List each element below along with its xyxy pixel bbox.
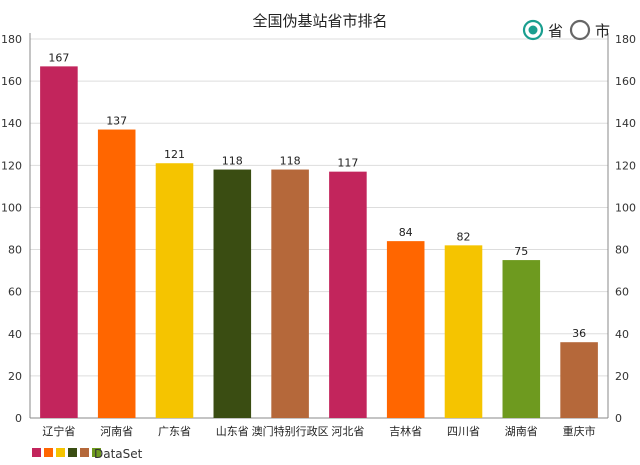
bar-value-label: 118 xyxy=(280,155,301,168)
province-radio-icon xyxy=(522,19,544,41)
y-axis-left: 0 20 40 60 80 100 120 140 160 180 xyxy=(1,33,31,425)
x-tick-label: 辽宁省 xyxy=(42,424,75,438)
y-tick-label-right: 80 xyxy=(615,244,629,257)
y-tick-label-left: 0 xyxy=(15,412,22,425)
bar-value-label: 117 xyxy=(337,157,358,170)
y-tick-label-right: 100 xyxy=(615,201,636,214)
x-tick-label: 湖南省 xyxy=(505,425,538,438)
x-tick-label: 澳门特别行政区 xyxy=(252,424,329,438)
y-tick-label-left: 180 xyxy=(1,33,22,46)
y-tick-label-left: 80 xyxy=(8,244,22,257)
bar-value-label: 82 xyxy=(457,230,471,243)
y-tick-label-right: 160 xyxy=(615,75,636,88)
legend-swatch xyxy=(92,448,101,457)
province-radio[interactable]: 省 xyxy=(522,19,563,41)
bar-value-label: 121 xyxy=(164,148,185,161)
y-tick-label-left: 60 xyxy=(8,286,22,299)
bar xyxy=(329,171,367,418)
y-tick-label-right: 40 xyxy=(615,328,629,341)
x-tick-label: 吉林省 xyxy=(389,424,422,438)
y-tick-label-right: 20 xyxy=(615,370,629,383)
x-axis-labels: 辽宁省 河南省 广东省 山东省 澳门特别行政区 河北省 吉林省 四川省 湖南省 重庆市 xyxy=(42,424,595,438)
y-tick-label-right: 180 xyxy=(615,33,636,46)
y-axis-right: 0 20 40 60 80 100 120 140 160 180 xyxy=(607,33,636,425)
legend-swatch xyxy=(44,448,53,457)
legend-swatches xyxy=(32,448,101,457)
bar xyxy=(444,245,483,418)
bar xyxy=(213,169,252,418)
x-tick-label: 广东省 xyxy=(158,425,191,438)
province-radio-dot-icon xyxy=(528,25,538,35)
y-tick-label-right: 60 xyxy=(615,286,629,299)
bars: 167 137 121 118 118 117 84 82 75 36 xyxy=(40,51,598,419)
bar xyxy=(155,163,194,418)
legend-swatch xyxy=(56,448,65,457)
y-tick-label-left: 100 xyxy=(1,201,22,214)
y-tick-label-left: 140 xyxy=(1,117,22,130)
bar-value-label: 84 xyxy=(399,226,413,239)
bar-value-label: 118 xyxy=(222,155,243,168)
x-tick-label: 河北省 xyxy=(331,425,364,438)
chart-title: 全国伪基站省市排名 xyxy=(252,12,387,30)
legend-swatch xyxy=(68,448,77,457)
y-tick-label-right: 140 xyxy=(615,117,636,130)
legend: DataSet xyxy=(32,447,143,461)
y-tick-label-right: 0 xyxy=(615,412,622,425)
x-tick-label: 河南省 xyxy=(100,425,133,438)
y-tick-label-left: 160 xyxy=(1,75,22,88)
y-tick-label-right: 120 xyxy=(615,159,636,172)
legend-swatch xyxy=(80,448,89,457)
legend-label: DataSet xyxy=(94,447,143,461)
y-tick-label-left: 20 xyxy=(8,370,22,383)
bar-value-label: 167 xyxy=(48,51,69,64)
y-tick-label-left: 40 xyxy=(8,328,22,341)
bar xyxy=(560,342,598,418)
bar xyxy=(502,260,541,418)
city-radio[interactable]: 市 xyxy=(569,19,610,41)
x-tick-label: 四川省 xyxy=(447,425,480,438)
bar xyxy=(40,66,78,418)
x-tick-label: 重庆市 xyxy=(563,424,596,438)
x-tick-label: 山东省 xyxy=(216,425,249,438)
bar xyxy=(97,129,136,419)
city-radio-label: 市 xyxy=(595,22,610,40)
bar xyxy=(386,241,425,418)
legend-swatch xyxy=(32,448,41,457)
city-radio-icon xyxy=(569,19,591,41)
bar-value-label: 36 xyxy=(572,327,586,340)
bar-value-label: 75 xyxy=(514,245,528,258)
y-tick-label-left: 120 xyxy=(1,159,22,172)
bar-value-label: 137 xyxy=(106,115,127,128)
bar xyxy=(271,169,309,418)
province-radio-label: 省 xyxy=(548,22,563,40)
